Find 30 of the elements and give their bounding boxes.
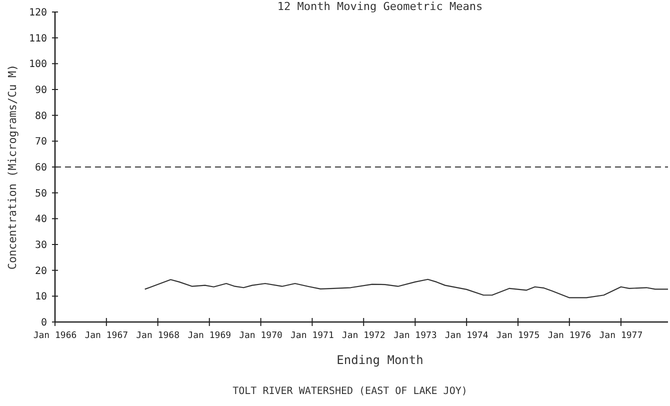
x-tick-label: Jan 1972 [342, 331, 386, 341]
x-tick-label: Jan 1974 [444, 331, 488, 341]
y-tick-label: 30 [34, 240, 47, 251]
x-tick-label: Jan 1968 [136, 331, 180, 341]
chart-title: 12 Month Moving Geometric Means [277, 0, 483, 13]
y-tick-label: 10 [34, 292, 47, 303]
x-tick-label: Jan 1967 [84, 331, 128, 341]
y-axis-title: Concentration (Micrograms/Cu M) [6, 64, 19, 270]
y-tick-label: 80 [34, 110, 47, 122]
text: TOLT RIVER WATERSHED (EAST OF LAKE JOY) [232, 386, 468, 397]
y-tick-label: 110 [28, 33, 47, 44]
x-tick-label: Jan 1969 [188, 331, 232, 341]
x-tick-label: Jan 1977 [599, 331, 643, 341]
x-tick-label: Jan 1971 [290, 331, 334, 341]
y-tick-label: 0 [40, 318, 47, 328]
x-tick-label: Jan 1973 [393, 331, 437, 341]
y-tick-label: 20 [34, 266, 47, 277]
y-tick-label: 120 [28, 8, 47, 18]
x-axis-title: Ending Month [336, 353, 424, 367]
y-tick-label: 60 [34, 162, 47, 174]
x-tick-label: Jan 1976 [548, 331, 592, 341]
x-tick-label: Jan 1966 [33, 331, 77, 341]
x-tick-label: Jan 1975 [496, 331, 540, 341]
y-tick-label: 40 [34, 214, 47, 226]
y-tick-label: 70 [34, 136, 47, 148]
y-tick-label: 50 [34, 188, 47, 200]
line-series [144, 278, 669, 298]
y-tick-label: 100 [28, 59, 47, 70]
x-tick-label: Jan 1970 [239, 331, 282, 341]
y-tick-label: 90 [34, 85, 47, 96]
